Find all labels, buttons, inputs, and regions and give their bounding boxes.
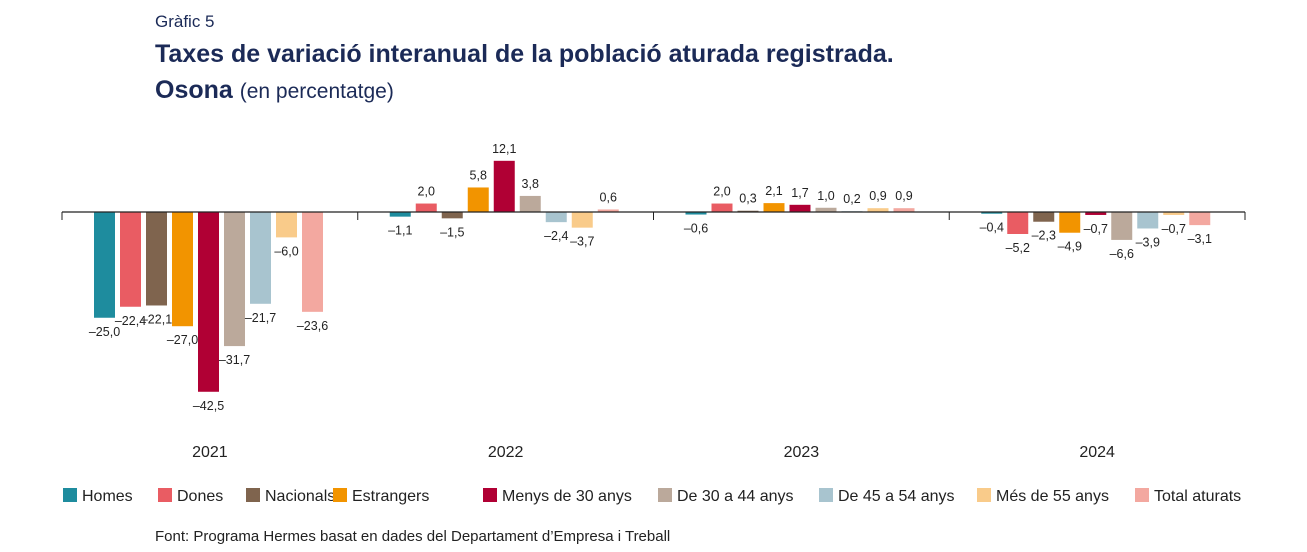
bar-2022-4: [493, 160, 515, 212]
data-label: 2,0: [418, 185, 435, 199]
data-label: –2,3: [1032, 229, 1056, 243]
data-label: –0,7: [1162, 222, 1186, 236]
bar-2022-6: [545, 212, 567, 223]
bar-2024-8: [1189, 212, 1211, 226]
region-name: Osona: [155, 76, 233, 104]
x-tick-label: 2023: [784, 444, 820, 461]
legend-swatch: [1135, 488, 1149, 502]
bar-2023-8: [893, 208, 915, 212]
data-label: 12,1: [492, 142, 516, 156]
bar-2023-5: [815, 207, 837, 212]
bar-2022-3: [467, 187, 489, 212]
legend-label: Homes: [82, 488, 133, 505]
bar-2024-3: [1059, 212, 1081, 233]
data-label: –2,4: [544, 229, 568, 243]
data-label: 2,0: [713, 185, 730, 199]
data-label: –21,7: [245, 311, 276, 325]
bar-2022-7: [571, 212, 593, 228]
data-label: 2,1: [765, 184, 782, 198]
legend-label: Menys de 30 anys: [502, 488, 632, 505]
bar-2023-4: [789, 204, 811, 212]
data-label: –3,9: [1136, 235, 1160, 249]
data-label: 0,2: [843, 192, 860, 206]
data-label: –25,0: [89, 325, 120, 339]
data-label: –22,4: [115, 314, 146, 328]
data-label: –6,0: [274, 244, 298, 258]
bar-2021-5: [224, 212, 245, 347]
bar-2021-3: [172, 212, 193, 327]
bar-2023-0: [685, 212, 707, 215]
bar-2022-0: [389, 212, 411, 217]
data-label: –27,0: [167, 333, 198, 347]
bar-2021-8: [302, 212, 323, 312]
data-label: –3,7: [570, 235, 594, 249]
x-tick-label: 2022: [488, 444, 524, 461]
chart-title: Taxes de variació interanual de la pobla…: [155, 40, 894, 68]
legend-label: Més de 55 anys: [996, 488, 1109, 505]
data-label: 1,0: [817, 189, 834, 203]
bar-2024-4: [1085, 212, 1107, 215]
data-label: –3,1: [1188, 232, 1212, 246]
data-label: 0,9: [895, 189, 912, 203]
bar-2024-6: [1137, 212, 1159, 229]
bar-2022-1: [415, 203, 437, 212]
data-label: –6,6: [1110, 247, 1134, 261]
bar-2023-1: [711, 203, 733, 212]
data-label: –5,2: [1006, 241, 1030, 255]
data-label: –0,6: [684, 222, 708, 236]
bar-2024-2: [1033, 212, 1055, 222]
chart-label: Gràfic 5: [155, 12, 215, 31]
legend-label: De 45 a 54 anys: [838, 488, 955, 505]
bar-2022-8: [597, 209, 619, 212]
data-label: –31,7: [219, 353, 250, 367]
data-label: –42,5: [193, 399, 224, 413]
legend-swatch: [819, 488, 833, 502]
unit-note: (en percentatge): [239, 80, 394, 103]
bar-2022-5: [519, 195, 541, 212]
data-label: 3,8: [522, 177, 539, 191]
bar-2022-2: [441, 212, 463, 219]
bar-2021-1: [120, 212, 141, 307]
bar-2024-1: [1007, 212, 1029, 234]
bar-2023-3: [763, 203, 785, 212]
data-label: –4,9: [1058, 240, 1082, 254]
data-label: 0,6: [600, 190, 617, 204]
legend-label: De 30 a 44 anys: [677, 488, 794, 505]
bar-2021-2: [146, 212, 167, 306]
chart-subtitle: Osona (en percentatge): [155, 76, 394, 105]
legend-label: Nacionals: [265, 488, 335, 505]
legend-swatch: [246, 488, 260, 502]
legend-swatch: [63, 488, 77, 502]
legend-swatch: [333, 488, 347, 502]
legend-swatch: [658, 488, 672, 502]
bar-2021-6: [250, 212, 271, 304]
source-note: Font: Programa Hermes basat en dades del…: [155, 528, 671, 545]
bar-2021-0: [94, 212, 115, 318]
data-label: –0,7: [1084, 222, 1108, 236]
data-label: –1,1: [388, 224, 412, 238]
x-tick-label: 2024: [1079, 444, 1115, 461]
bar-2024-7: [1163, 212, 1185, 215]
bar-2021-7: [276, 212, 297, 238]
data-label: –1,5: [440, 225, 464, 239]
x-tick-label: 2021: [192, 444, 228, 461]
data-label: –22,1: [141, 312, 172, 326]
bar-2023-7: [867, 208, 889, 212]
legend-swatch: [158, 488, 172, 502]
legend-label: Estrangers: [352, 488, 429, 505]
bar-2021-4: [198, 212, 219, 392]
legend-label: Dones: [177, 488, 223, 505]
data-label: –23,6: [297, 319, 328, 333]
data-label: 0,3: [739, 192, 756, 206]
data-label: –0,4: [980, 221, 1004, 235]
data-label: 0,9: [869, 189, 886, 203]
bar-2024-5: [1111, 212, 1133, 240]
legend-swatch: [483, 488, 497, 502]
data-label: 5,8: [470, 168, 487, 182]
legend-label: Total aturats: [1154, 488, 1241, 505]
legend-swatch: [977, 488, 991, 502]
bar-2024-0: [981, 212, 1003, 214]
data-label: 1,7: [791, 186, 808, 200]
